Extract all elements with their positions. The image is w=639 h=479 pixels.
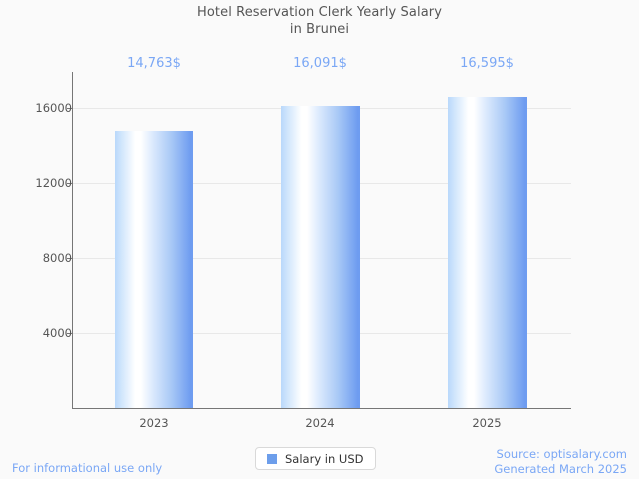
plot-area: 4000 8000 12000 16000	[35, 72, 571, 409]
x-axis-tick-label-2023: 2023	[139, 416, 169, 430]
tick-8000	[67, 258, 72, 259]
bar-value-label-2024: 16,091$	[293, 56, 347, 71]
y-axis-tick-label-16000: 16000	[35, 101, 72, 115]
x-axis-tick-label-2025: 2025	[472, 416, 502, 430]
generated-date-text: Generated March 2025	[494, 462, 627, 476]
tick-16000	[67, 108, 72, 109]
disclaimer-text: For informational use only	[12, 461, 163, 475]
chart-legend[interactable]: Salary in USD	[255, 447, 376, 470]
legend-swatch-icon	[267, 453, 277, 464]
bar-value-label-2025: 16,595$	[460, 56, 514, 71]
legend-label-salary: Salary in USD	[285, 451, 364, 466]
source-text: Source: optisalary.com	[496, 447, 627, 461]
source-block: Source: optisalary.com Generated March 2…	[494, 447, 627, 477]
chart-title-line-1: Hotel Reservation Clerk Yearly Salary	[196, 5, 442, 20]
bar-2024[interactable]	[281, 106, 360, 408]
chart-title: Hotel Reservation Clerk Yearly Salary in…	[0, 4, 639, 38]
bar-2025[interactable]	[448, 97, 527, 408]
y-axis-tick-label-12000: 12000	[35, 176, 72, 190]
tick-4000	[67, 333, 72, 334]
x-axis-tick-label-2024: 2024	[305, 416, 335, 430]
bar-value-label-2023: 14,763$	[127, 56, 181, 71]
y-axis-line	[72, 72, 73, 409]
y-axis-tick-label-8000: 8000	[42, 251, 72, 265]
y-axis-tick-label-4000: 4000	[42, 326, 72, 340]
chart-title-line-2: in Brunei	[289, 22, 350, 37]
bar-2023[interactable]	[115, 131, 193, 408]
tick-12000	[67, 183, 72, 184]
x-axis-line	[72, 408, 571, 409]
